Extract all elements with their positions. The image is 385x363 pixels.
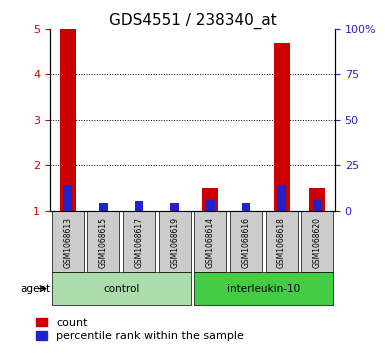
Bar: [194, 272, 333, 305]
Bar: [301, 211, 333, 272]
Bar: [266, 211, 298, 272]
Text: GSM1068614: GSM1068614: [206, 217, 215, 268]
Bar: [170, 203, 179, 211]
Bar: [273, 43, 290, 211]
Bar: [194, 211, 226, 272]
Bar: [135, 201, 144, 211]
Legend: count, percentile rank within the sample: count, percentile rank within the sample: [36, 318, 244, 341]
Text: interleukin-10: interleukin-10: [227, 284, 300, 294]
Bar: [241, 203, 250, 211]
Text: GSM1068616: GSM1068616: [241, 217, 250, 268]
Text: control: control: [103, 284, 139, 294]
Bar: [99, 203, 108, 211]
Bar: [123, 211, 155, 272]
Text: GSM1068615: GSM1068615: [99, 217, 108, 268]
Text: GSM1068620: GSM1068620: [313, 217, 321, 268]
Bar: [52, 272, 191, 305]
Bar: [159, 211, 191, 272]
Text: GSM1068619: GSM1068619: [170, 217, 179, 268]
Text: agent: agent: [21, 284, 51, 294]
Bar: [309, 188, 325, 211]
Bar: [230, 211, 262, 272]
Bar: [52, 211, 84, 272]
Bar: [64, 185, 72, 211]
Text: GSM1068618: GSM1068618: [277, 217, 286, 268]
Bar: [87, 211, 119, 272]
Bar: [206, 200, 215, 211]
Bar: [60, 29, 76, 211]
Text: GSM1068613: GSM1068613: [64, 217, 72, 268]
Text: GSM1068617: GSM1068617: [135, 217, 144, 268]
Title: GDS4551 / 238340_at: GDS4551 / 238340_at: [109, 13, 276, 29]
Bar: [313, 200, 321, 211]
Bar: [202, 188, 218, 211]
Bar: [277, 185, 286, 211]
